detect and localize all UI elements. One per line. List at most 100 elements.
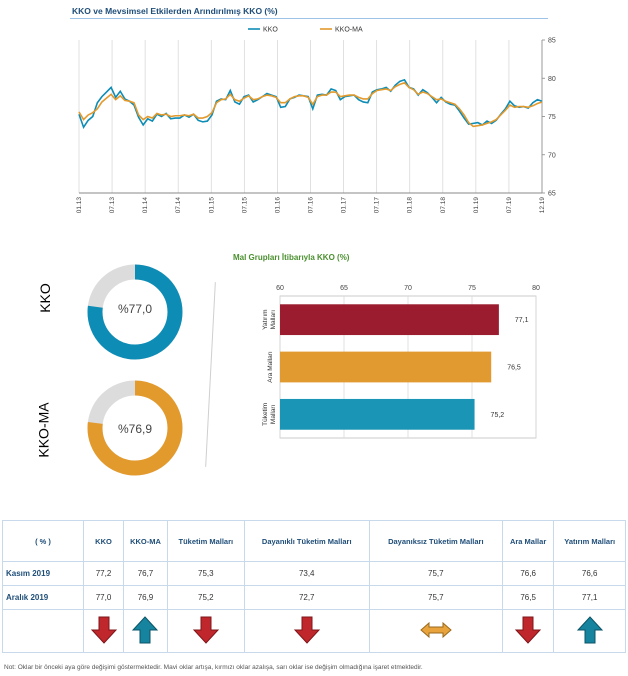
donut-kko: [87, 264, 183, 360]
category-label: Ara Malları: [267, 351, 274, 383]
arrow-shape: [90, 616, 117, 644]
bar-value-label: 77,1: [515, 317, 529, 324]
x-tick-label: 60: [276, 285, 284, 292]
y-tick-label: 80: [548, 76, 556, 83]
donut-value-kko-ma: %76,9: [117, 422, 153, 436]
arrow-shape: [132, 616, 159, 644]
summary-table: ( % ) KKO KKO-MA Tüketim Malları Dayanık…: [2, 520, 626, 653]
arrow-row: [2, 609, 626, 653]
x-tick-label: 07.14: [175, 197, 182, 214]
arrow-shape: [514, 616, 542, 644]
table-cell: 77,2: [82, 561, 125, 586]
bar: [280, 351, 492, 383]
arrow-flat-icon: [420, 621, 452, 639]
x-tick-label: 07.16: [308, 197, 315, 214]
arrow-shape: [420, 621, 452, 639]
x-tick-label: 01.16: [274, 197, 281, 214]
summary-header-row: ( % ) KKO KKO-MA Tüketim Malları Dayanık…: [2, 520, 626, 562]
x-tick-label: 07.15: [241, 197, 248, 214]
arrow-cell: [82, 609, 125, 653]
x-tick-label: 07.19: [506, 197, 513, 214]
legend-label: KKO-MA: [335, 27, 363, 34]
series-line-kko-ma: [78, 81, 543, 128]
arrow-up-icon: [576, 616, 603, 644]
x-tick-label: 07.18: [440, 197, 447, 214]
table-row: Kasım 2019 77,2 76,7 75,3 73,4 75,7 76,6…: [2, 561, 626, 586]
table-cell: 75,7: [368, 585, 503, 610]
table-cell: 75,2: [166, 585, 245, 610]
category-label-line: Tüketim: [262, 403, 269, 426]
donut-kko-ma: [87, 380, 183, 476]
donut-value-arc: [87, 380, 183, 476]
y-tick-label: 75: [548, 114, 556, 121]
donut-divider: [205, 282, 216, 467]
header-cell: KKO-MA: [123, 520, 168, 562]
table-cell: 76,7: [123, 561, 168, 586]
page-title: KKO ve Mevsimsel Etkilerden Arındırılmış…: [72, 6, 278, 16]
arrow-cell: [368, 609, 503, 653]
donut-value-arc: [87, 264, 183, 360]
x-tick-label: 75: [468, 285, 476, 292]
table-cell: 77,1: [553, 585, 626, 610]
category-label: TüketimMalları: [262, 403, 277, 426]
table-cell: 76,5: [501, 585, 555, 610]
legend-label: KKO: [263, 27, 278, 34]
donut-label-kko-ma: KKO-MA: [35, 402, 52, 458]
header-cell: Dayanıklı Tüketim Malları: [243, 520, 370, 562]
category-label-line: Ara Malları: [267, 351, 274, 383]
category-label-line: Yatırım: [262, 309, 269, 329]
table-cell: 76,6: [501, 561, 555, 586]
header-cell: ( % ): [2, 520, 84, 562]
bar-value-label: 75,2: [491, 412, 505, 419]
table-cell: 76,9: [123, 585, 168, 610]
arrow-down-icon: [293, 616, 320, 644]
arrow-down-icon: [192, 616, 219, 644]
table-cell: 72,7: [243, 585, 370, 610]
arrow-cell: [123, 609, 168, 653]
arrow-shape: [293, 616, 320, 644]
header-cell: Tüketim Malları: [166, 520, 245, 562]
y-tick-label: 65: [548, 191, 556, 198]
header-cell: Ara Mallar: [501, 520, 555, 562]
table-cell: 73,4: [243, 561, 370, 586]
bar: [280, 398, 475, 430]
donut-label-kko: KKO: [36, 283, 53, 313]
x-tick-label: 01.19: [473, 197, 480, 214]
arrow-cell: [553, 609, 626, 653]
table-cell: 75,3: [166, 561, 245, 586]
y-tick-label: 70: [548, 152, 556, 159]
category-label-line: Malları: [270, 310, 277, 330]
bar-value-label: 76,5: [507, 365, 521, 372]
y-tick-label: 85: [548, 38, 556, 45]
row-label: Aralık 2019: [2, 585, 84, 610]
x-tick-label: 07.17: [374, 197, 381, 214]
category-label: YatırımMalları: [262, 309, 277, 329]
arrow-cell: [243, 609, 370, 653]
donut-value-kko: %77,0: [117, 302, 153, 316]
bar-chart-title: Mal Grupları İtibarıyla KKO (%): [233, 253, 350, 262]
header-cell: Yatırım Malları: [553, 520, 626, 562]
footnote: Not: Oklar bir önceki aya göre değişimi …: [4, 664, 423, 671]
arrow-shape: [192, 616, 219, 644]
table-cell: 76,6: [553, 561, 626, 586]
title-rule: [70, 18, 548, 19]
x-tick-label: 01.18: [407, 197, 414, 214]
arrow-down-icon: [90, 616, 117, 644]
series-line-kko: [78, 78, 543, 129]
header-cell: KKO: [82, 520, 125, 562]
x-tick-label: 70: [404, 285, 412, 292]
x-tick-label: 01.15: [208, 197, 215, 214]
x-tick-label: 65: [340, 285, 348, 292]
row-label: Kasım 2019: [2, 561, 84, 586]
x-tick-label: 01.13: [76, 197, 83, 214]
arrow-up-icon: [132, 616, 159, 644]
table-row: Aralık 2019 77,0 76,9 75,2 72,7 75,7 76,…: [2, 585, 626, 610]
table-cell: 77,0: [82, 585, 125, 610]
arrow-shape: [576, 616, 603, 644]
arrow-down-icon: [514, 616, 542, 644]
category-label-line: Malları: [270, 404, 277, 424]
x-tick-label: 01.14: [142, 197, 149, 214]
x-tick-label: 07.13: [109, 197, 116, 214]
table-cell: 75,7: [368, 561, 503, 586]
